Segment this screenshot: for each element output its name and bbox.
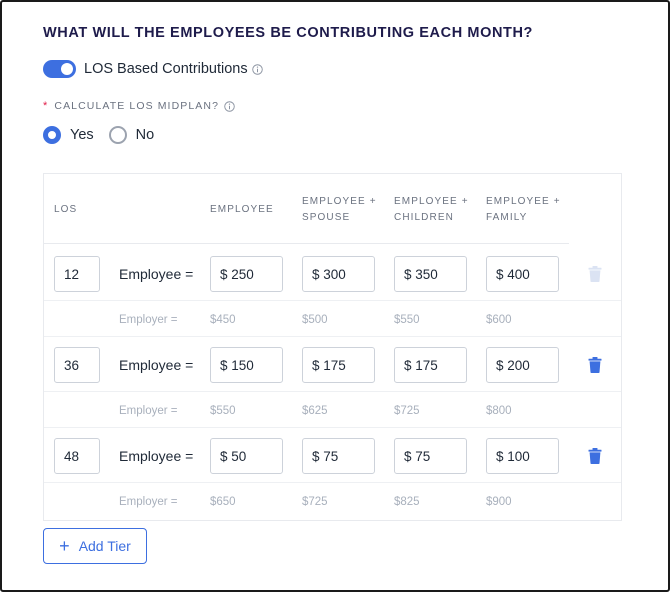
employer-amount: $725	[394, 405, 420, 417]
employee-family-amount-input[interactable]: $ 400	[486, 256, 559, 292]
los-input[interactable]: 12	[54, 256, 100, 292]
employee-amount-input[interactable]: $ 150	[210, 347, 283, 383]
los-input[interactable]: 36	[54, 347, 100, 383]
employee-family-amount-input[interactable]: $ 100	[486, 438, 559, 474]
employee-spouse-amount-input[interactable]: $ 300	[302, 256, 375, 292]
employer-amount: $550	[394, 314, 420, 326]
employee-children-amount-input[interactable]: $ 75	[394, 438, 467, 474]
employee-family-amount-input[interactable]: $ 200	[486, 347, 559, 383]
midplan-radio-group: Yes No	[43, 126, 169, 144]
trash-icon[interactable]	[588, 266, 602, 282]
row-divider	[44, 391, 621, 392]
header-text: EMPLOYEE +	[394, 196, 469, 207]
employee-eq-label: Employee =	[119, 448, 194, 464]
employee-amount-input[interactable]: $ 250	[210, 256, 283, 292]
radio-yes-label: Yes	[70, 127, 94, 143]
employer-amount: $825	[394, 496, 420, 508]
los-contributions-toggle[interactable]	[43, 60, 76, 78]
header-text: EMPLOYEE +	[486, 196, 561, 207]
info-icon[interactable]	[251, 63, 263, 75]
employee-spouse-amount-input[interactable]: $ 75	[302, 438, 375, 474]
radio-no[interactable]	[108, 126, 127, 144]
employee-amount-input[interactable]: $ 50	[210, 438, 283, 474]
header-divider	[44, 243, 569, 244]
plus-icon: +	[59, 536, 70, 556]
header-employee-family: EMPLOYEE + FAMILY	[486, 194, 561, 226]
employer-amount: $450	[210, 314, 236, 326]
toggle-knob	[61, 63, 73, 75]
employer-amount: $800	[486, 405, 512, 417]
contribution-table: LOS EMPLOYEE EMPLOYEE + SPOUSE EMPLOYEE …	[43, 173, 622, 521]
employer-amount: $650	[210, 496, 236, 508]
add-tier-label: Add Tier	[78, 538, 131, 554]
employer-eq-label: Employer =	[119, 405, 178, 417]
employer-amount: $625	[302, 405, 328, 417]
employee-eq-label: Employee =	[119, 266, 194, 282]
employee-children-amount-input[interactable]: $ 350	[394, 256, 467, 292]
info-icon[interactable]	[224, 100, 235, 112]
employer-amount: $900	[486, 496, 512, 508]
row-divider	[44, 427, 621, 428]
header-text: FAMILY	[486, 212, 528, 223]
employee-eq-label: Employee =	[119, 357, 194, 373]
header-los: LOS	[54, 204, 78, 215]
employee-children-amount-input[interactable]: $ 175	[394, 347, 467, 383]
employer-eq-label: Employer =	[119, 496, 178, 508]
midplan-question: * CALCULATE LOS MIDPLAN?	[43, 100, 235, 112]
employer-amount: $550	[210, 405, 236, 417]
header-employee: EMPLOYEE	[210, 204, 274, 215]
header-text: CHILDREN	[394, 212, 454, 223]
employer-amount: $725	[302, 496, 328, 508]
los-input[interactable]: 48	[54, 438, 100, 474]
header-text: EMPLOYEE +	[302, 196, 377, 207]
page-heading: WHAT WILL THE EMPLOYEES BE CONTRIBUTING …	[43, 25, 534, 41]
employee-spouse-amount-input[interactable]: $ 175	[302, 347, 375, 383]
row-divider	[44, 300, 621, 301]
employer-amount: $500	[302, 314, 328, 326]
header-employee-children: EMPLOYEE + CHILDREN	[394, 194, 469, 226]
radio-yes[interactable]	[43, 126, 61, 144]
employer-amount: $600	[486, 314, 512, 326]
los-contributions-label: LOS Based Contributions	[84, 61, 248, 77]
midplan-label: CALCULATE LOS MIDPLAN?	[54, 100, 220, 112]
radio-no-label: No	[135, 127, 155, 143]
employer-eq-label: Employer =	[119, 314, 178, 326]
trash-icon[interactable]	[588, 357, 602, 373]
row-divider	[44, 482, 621, 483]
header-employee-spouse: EMPLOYEE + SPOUSE	[302, 194, 377, 226]
los-toggle-row: LOS Based Contributions	[43, 59, 263, 79]
trash-icon[interactable]	[588, 448, 602, 464]
required-mark: *	[43, 100, 49, 112]
row-divider	[44, 336, 621, 337]
add-tier-button[interactable]: + Add Tier	[43, 528, 147, 564]
header-text: SPOUSE	[302, 212, 351, 223]
